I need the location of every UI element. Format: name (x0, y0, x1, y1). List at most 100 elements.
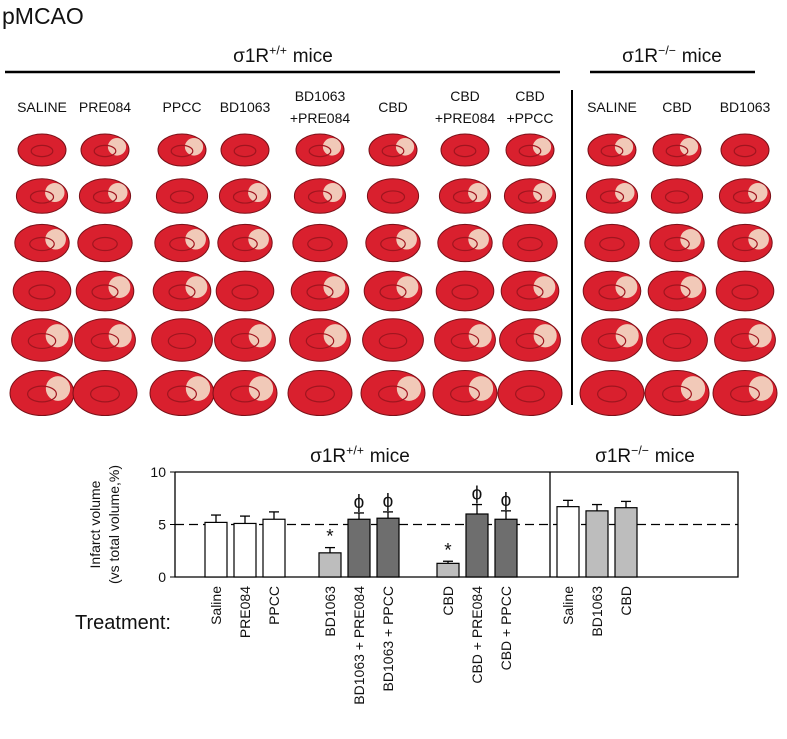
bar (318, 552, 342, 578)
infarct (45, 229, 66, 250)
brain-slice (215, 270, 275, 312)
bar (262, 518, 286, 578)
infarct (680, 376, 706, 401)
brain-slice (584, 223, 640, 263)
header-base: σ1R (622, 46, 658, 67)
ventricle (450, 332, 480, 350)
ventricle (27, 385, 57, 403)
infarct (533, 183, 553, 203)
infarct (248, 324, 272, 348)
header-tail: mice (293, 46, 333, 67)
column-label: +PRE084 (435, 110, 496, 126)
brain-slice (579, 370, 645, 416)
infarct (107, 138, 127, 156)
bar (376, 517, 400, 578)
ventricle (733, 144, 757, 158)
ventricle (91, 284, 119, 300)
column-label: PRE084 (79, 99, 131, 115)
ventricle (380, 190, 406, 204)
x-tick-label: CBD (618, 586, 634, 616)
header-base: σ1R (310, 446, 346, 467)
ventricle (665, 144, 689, 158)
infarct (45, 324, 69, 348)
brain-slice (292, 223, 348, 263)
x-tick-label: BD1063 (589, 586, 605, 637)
ventricle (89, 385, 120, 403)
infarct (185, 229, 206, 250)
ventricle (663, 284, 691, 300)
brain-slice (715, 270, 775, 312)
brain-slice (497, 370, 563, 416)
ventricle (29, 190, 55, 204)
x-tick-label: Saline (560, 586, 576, 625)
ventricle (230, 385, 261, 403)
column-label: +PRE084 (290, 110, 351, 126)
ventricle (661, 385, 692, 403)
infarct (396, 229, 417, 250)
infarct (615, 276, 638, 298)
bar (556, 506, 580, 578)
brain-slice (720, 133, 770, 167)
brain-slice (366, 178, 420, 214)
infarct (108, 276, 131, 298)
infarct (468, 229, 489, 250)
column-label: BD1063 (720, 99, 771, 115)
infarct (680, 229, 701, 250)
ventricle (517, 190, 543, 204)
column-label: BD1063 (295, 88, 346, 104)
x-tick-label: CBD + PRE084 (469, 586, 485, 684)
brain-slice (151, 318, 213, 362)
column-label: CBD (515, 88, 545, 104)
group-header: σ1R+/+ mice (233, 43, 333, 67)
infarct (395, 138, 415, 156)
y-axis-label: (vs total volume,%) (106, 465, 122, 584)
ventricle (169, 190, 195, 204)
column-label: +PPCC (506, 110, 553, 126)
column-label: SALINE (587, 99, 637, 115)
column-label: PPCC (163, 99, 202, 115)
significance-mark: ϕ (383, 491, 394, 512)
bar (204, 521, 228, 578)
group-header: σ1R+/+ mice (310, 443, 410, 467)
ventricle (306, 284, 334, 300)
column-label: CBD (662, 99, 692, 115)
bar (494, 518, 518, 578)
ventricle (451, 284, 479, 300)
ventricle (662, 332, 692, 350)
ventricle (232, 236, 258, 252)
infarct (322, 138, 342, 156)
brain-slice (17, 133, 67, 167)
ventricle (600, 144, 624, 158)
ventricle (379, 284, 407, 300)
brain-slice (72, 370, 138, 416)
infarct (396, 376, 422, 401)
ventricle (28, 284, 56, 300)
y-axis-label: Infarct volume (87, 480, 103, 568)
infarct (533, 324, 557, 348)
ventricle (599, 236, 625, 252)
header-base: σ1R (595, 446, 631, 467)
ventricle (596, 385, 627, 403)
ventricle (231, 284, 259, 300)
header-tail: mice (655, 446, 695, 467)
ventricle (453, 144, 477, 158)
ventricle (599, 190, 625, 204)
header-sup: +/+ (346, 443, 364, 457)
bar (233, 522, 257, 578)
infarct (108, 324, 132, 348)
ventricle (381, 144, 405, 158)
significance-mark: ϕ (501, 490, 512, 511)
header-sup: −/− (631, 443, 649, 457)
infarct (185, 376, 211, 401)
infarct (323, 183, 343, 203)
ventricle (597, 332, 627, 350)
bar (614, 507, 638, 578)
brain-slice (502, 223, 558, 263)
ventricle (450, 385, 481, 403)
brain-slice (77, 223, 133, 263)
infarct (248, 229, 269, 250)
infarct (45, 376, 71, 401)
infarct (108, 183, 128, 203)
bar (347, 518, 371, 578)
